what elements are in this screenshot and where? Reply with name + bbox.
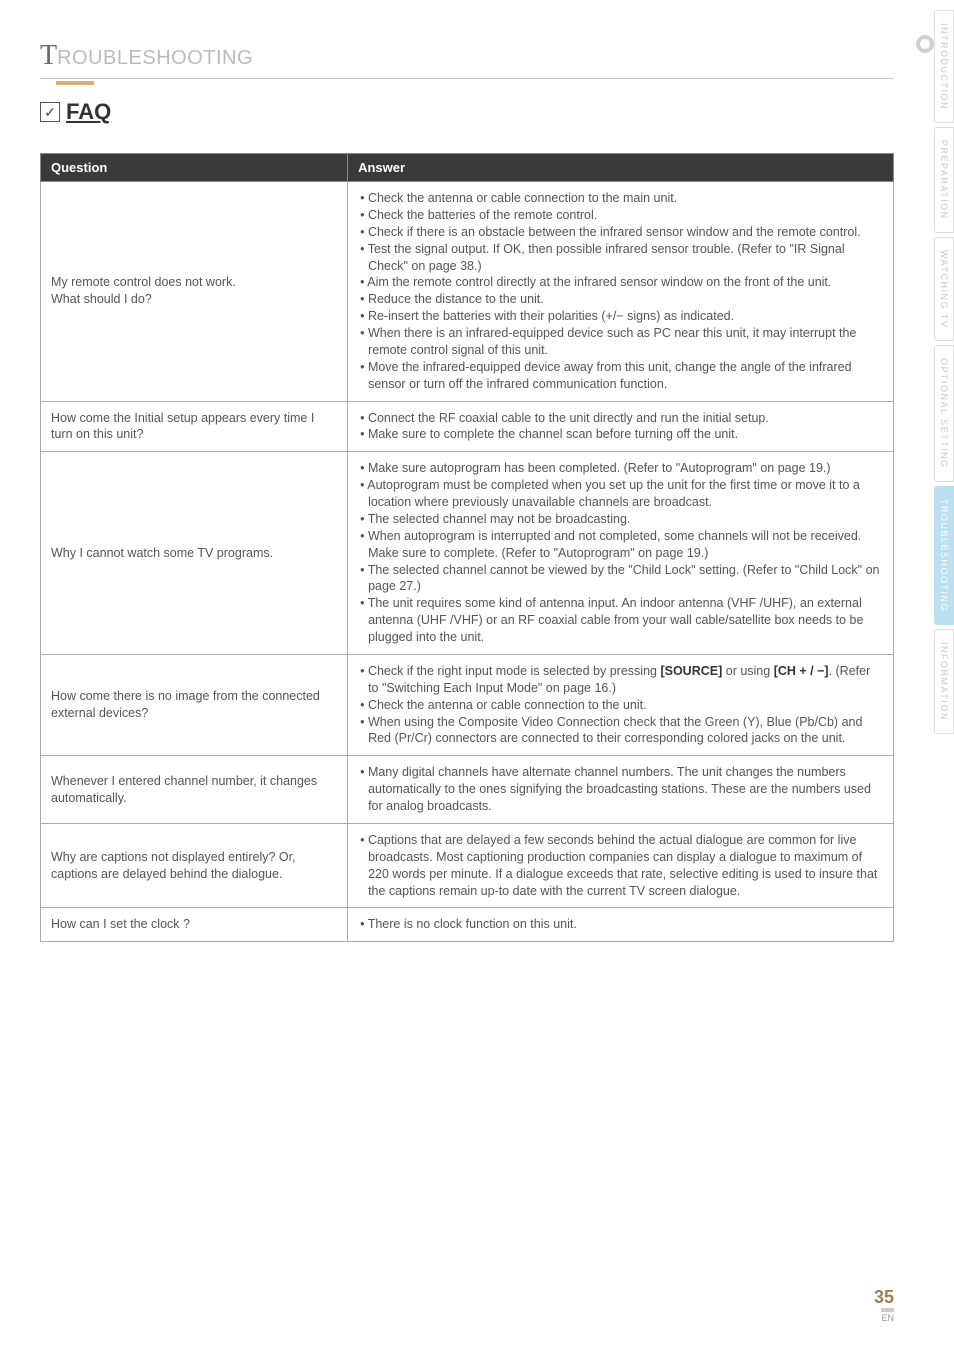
table-row: My remote control does not work.What sho… <box>41 182 894 402</box>
answer-cell: Check the antenna or cable connection to… <box>348 182 894 402</box>
answer-cell: Many digital channels have alternate cha… <box>348 756 894 824</box>
page-footer: 35 EN <box>874 1287 894 1326</box>
question-cell: How come the Initial setup appears every… <box>41 401 348 452</box>
question-cell: My remote control does not work.What sho… <box>41 182 348 402</box>
answer-cell: Captions that are delayed a few seconds … <box>348 823 894 908</box>
question-cell: Why are captions not displayed entirely?… <box>41 823 348 908</box>
answer-cell: There is no clock function on this unit. <box>348 908 894 942</box>
answer-cell: Connect the RF coaxial cable to the unit… <box>348 401 894 452</box>
answer-cell: Make sure autoprogram has been completed… <box>348 452 894 655</box>
table-row: How can I set the clock ?There is no clo… <box>41 908 894 942</box>
header-question: Question <box>41 154 348 182</box>
title-accent-bar <box>56 81 94 85</box>
checkbox-icon: ✓ <box>40 102 60 122</box>
table-row: Whenever I entered channel number, it ch… <box>41 756 894 824</box>
question-cell: How come there is no image from the conn… <box>41 654 348 755</box>
question-cell: Whenever I entered channel number, it ch… <box>41 756 348 824</box>
table-header-row: Question Answer <box>41 154 894 182</box>
page-number: 35 <box>874 1287 894 1308</box>
title-remainder: ROUBLESHOOTING <box>57 47 253 70</box>
page-lang: EN <box>881 1308 894 1323</box>
table-row: Why are captions not displayed entirely?… <box>41 823 894 908</box>
table-row: How come the Initial setup appears every… <box>41 401 894 452</box>
title-initial-letter: T <box>40 40 57 72</box>
question-cell: Why I cannot watch some TV programs. <box>41 452 348 655</box>
faq-table: Question Answer My remote control does n… <box>40 153 894 942</box>
faq-label: FAQ <box>66 99 111 125</box>
table-row: How come there is no image from the conn… <box>41 654 894 755</box>
question-cell: How can I set the clock ? <box>41 908 348 942</box>
table-row: Why I cannot watch some TV programs.Make… <box>41 452 894 655</box>
title-underline <box>40 78 894 79</box>
header-answer: Answer <box>348 154 894 182</box>
page-content: T ROUBLESHOOTING ✓ FAQ Question Answer M… <box>0 0 954 982</box>
section-title: T ROUBLESHOOTING <box>40 40 894 72</box>
faq-heading: ✓ FAQ <box>40 99 894 125</box>
answer-cell: Check if the right input mode is selecte… <box>348 654 894 755</box>
